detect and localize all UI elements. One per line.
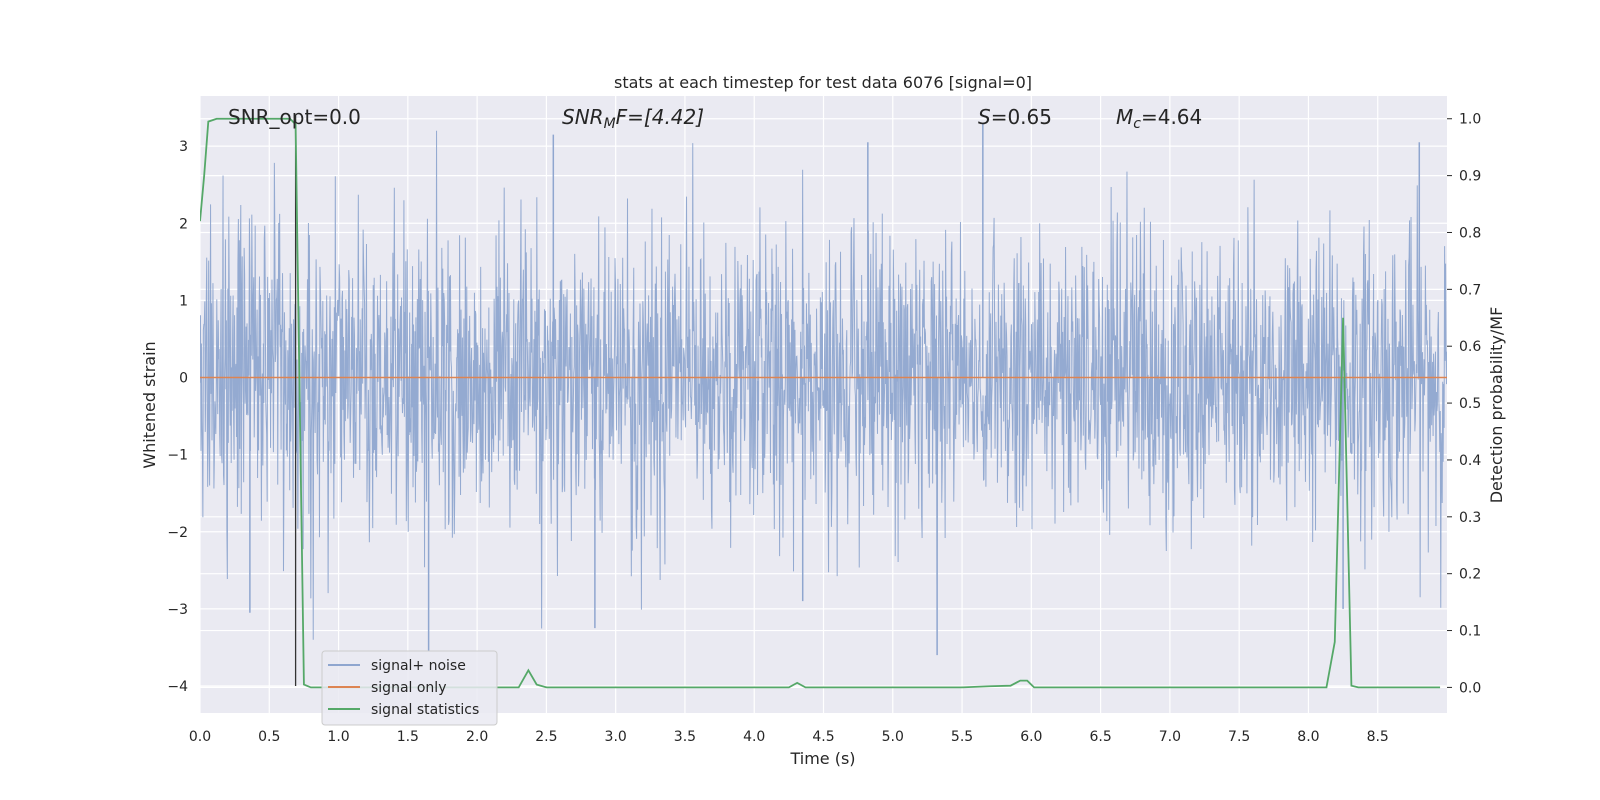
signal-statistics-line <box>200 117 1441 689</box>
y2-tick-label-2: 0.2 <box>1459 567 1481 583</box>
x-tick-label-10: 5.0 <box>882 729 904 745</box>
y2-tick-label-7: 0.7 <box>1459 282 1481 298</box>
legend-label-signal-noise: signal+ noise <box>371 658 466 674</box>
annotation-mc-value: =4.64 <box>1141 105 1202 129</box>
plot-area <box>200 115 1447 689</box>
legend: signal+ noise signal only signal statist… <box>321 650 498 726</box>
x-tick-label-13: 6.5 <box>1089 729 1111 745</box>
y2-tick-label-0: 0.0 <box>1459 680 1481 696</box>
y2-tick-label-1: 0.1 <box>1459 624 1481 640</box>
annotation-s-label: S <box>978 105 991 129</box>
x-tick-label-7: 3.5 <box>674 729 696 745</box>
annotation-snr-mf-label: SNR <box>562 105 604 129</box>
y2-tick-label-4: 0.4 <box>1459 453 1481 469</box>
x-tick-label-4: 2.0 <box>466 729 488 745</box>
y-tick-label-0: −4 <box>167 679 188 695</box>
y2-tick-label-3: 0.3 <box>1459 510 1481 526</box>
legend-box <box>321 650 498 726</box>
y-tick-label-3: −1 <box>167 448 188 464</box>
y2-axis-ticks: 0.0 0.1 0.2 0.3 0.4 0.5 0.6 0.7 0.8 0.9 1.0 <box>1447 112 1481 696</box>
y-tick-label-1: −3 <box>167 602 188 618</box>
y2-axis-label: Detection probability/MF <box>1487 307 1506 504</box>
y-tick-label-6: 2 <box>179 216 188 232</box>
series-signal-statistics <box>200 117 1441 689</box>
series-signal-noise <box>200 122 1447 656</box>
annotation-mc-sub: c <box>1133 116 1141 132</box>
annotation-s-value: =0.65 <box>991 105 1052 129</box>
y2-tick-label-6: 0.6 <box>1459 339 1481 355</box>
annotation-snr-mf-value: F=[4.42] <box>616 105 704 129</box>
y-tick-label-4: 0 <box>179 371 188 387</box>
annotation-mc: Mc=4.64 <box>1116 105 1202 132</box>
y-tick-label-5: 1 <box>179 293 188 309</box>
x-tick-label-5: 2.5 <box>535 729 557 745</box>
y-axis-ticks: −4 −3 −2 −1 0 1 2 3 <box>167 139 188 695</box>
x-tick-label-14: 7.0 <box>1159 729 1181 745</box>
y-tick-label-2: −2 <box>167 525 188 541</box>
x-axis-label: Time (s) <box>789 749 855 768</box>
x-tick-label-11: 5.5 <box>951 729 973 745</box>
x-tick-label-15: 7.5 <box>1228 729 1250 745</box>
annotation-snr-mf-sub: M <box>604 116 616 132</box>
x-tick-label-9: 4.5 <box>812 729 834 745</box>
annotation-snr-mf: SNRMF=[4.42] <box>562 105 704 132</box>
annotation-snr-opt: SNR_opt=0.0 <box>228 105 361 129</box>
legend-label-signal-statistics: signal statistics <box>371 702 479 718</box>
y-tick-label-7: 3 <box>179 139 188 155</box>
y2-tick-label-5: 0.5 <box>1459 396 1481 412</box>
x-tick-label-17: 8.5 <box>1367 729 1389 745</box>
x-tick-label-12: 6.0 <box>1020 729 1042 745</box>
x-tick-label-1: 0.5 <box>258 729 280 745</box>
signal-noise-line <box>200 130 1447 640</box>
x-tick-label-3: 1.5 <box>397 729 419 745</box>
x-tick-label-8: 4.0 <box>743 729 765 745</box>
chart-title: stats at each timestep for test data 607… <box>614 73 1032 92</box>
y2-tick-label-9: 0.9 <box>1459 169 1481 185</box>
x-tick-label-16: 8.0 <box>1297 729 1319 745</box>
annotation-mc-label: M <box>1116 105 1133 129</box>
x-tick-label-0: 0.0 <box>189 729 211 745</box>
y2-tick-label-8: 0.8 <box>1459 225 1481 241</box>
annotation-s: S=0.65 <box>978 105 1052 129</box>
legend-label-signal-only: signal only <box>371 680 446 696</box>
x-axis-ticks: 0.0 0.5 1.0 1.5 2.0 2.5 3.0 3.5 4.0 4.5 5.0 5.5 6.0 6… <box>189 729 1389 745</box>
y-axis-label: Whitened strain <box>140 341 159 468</box>
y2-tick-label-10: 1.0 <box>1459 112 1481 128</box>
x-tick-label-2: 1.0 <box>327 729 349 745</box>
x-tick-label-6: 3.0 <box>605 729 627 745</box>
